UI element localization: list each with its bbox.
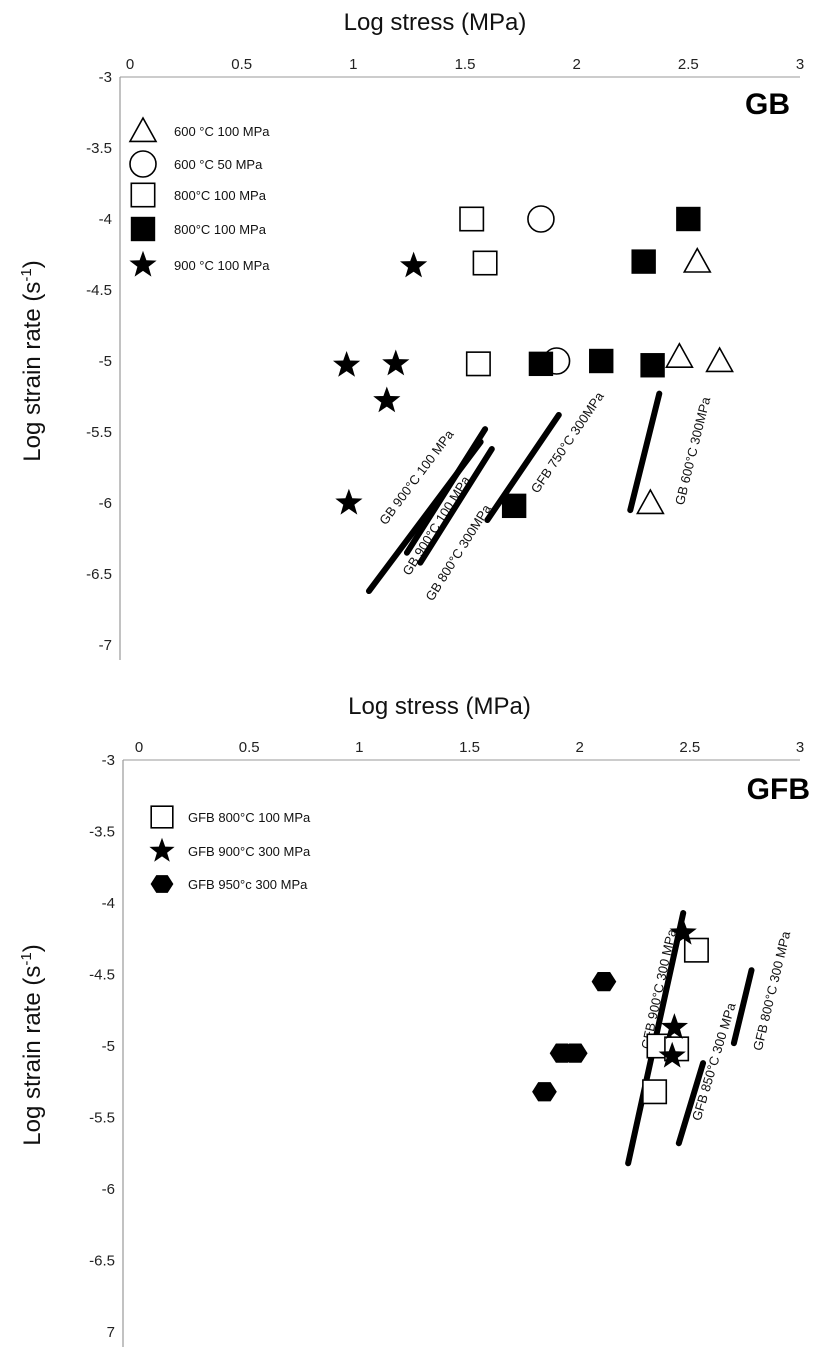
y-tick-label: -5 xyxy=(102,1038,115,1055)
data-point-square-filled xyxy=(501,493,527,519)
y-tick-label: -3.5 xyxy=(86,140,112,157)
y-tick-label: -6 xyxy=(102,1181,115,1198)
data-point-square-filled xyxy=(589,348,614,374)
legend-marker-triangle-open xyxy=(128,116,158,143)
data-point-star-filled xyxy=(382,349,410,376)
y-tick-label: -6.5 xyxy=(89,1253,115,1270)
x-axis-title: Log stress (MPa) xyxy=(344,9,527,36)
data-point-hexagon-filled xyxy=(532,1082,557,1102)
legend-label: 800°C 100 MPa xyxy=(174,222,267,237)
y-tick-label: 7 xyxy=(107,1324,115,1341)
data-point-star-filled xyxy=(373,386,401,413)
legend-label: 600 °C 100 MPa xyxy=(174,124,270,139)
data-point-square-open xyxy=(472,250,498,276)
y-tick-label: -5.5 xyxy=(86,424,112,441)
legend-marker-square-open xyxy=(130,182,156,208)
legend-marker-hexagon-filled xyxy=(150,875,174,893)
data-point-triangle-open xyxy=(665,342,694,368)
legend-marker-star-filled xyxy=(149,837,175,862)
legend-marker-square-filled xyxy=(130,216,156,242)
legend-label: 800°C 100 MPa xyxy=(174,188,267,203)
legend: GFB 800°C 100 MPa GFB 900°C 300 MPa GFB 95… xyxy=(149,805,311,893)
x-tick-label: 1.5 xyxy=(459,739,480,756)
legend-marker-square-open xyxy=(150,805,174,829)
y-tick-label: -6 xyxy=(99,495,112,512)
x-axis-title: Log stress (MPa) xyxy=(348,693,531,720)
fit-line xyxy=(403,426,489,556)
data-point-star-filled xyxy=(658,1041,686,1068)
legend-label: 600 °C 50 MPa xyxy=(174,157,263,172)
x-tick-label: 1 xyxy=(349,56,357,73)
fit-line xyxy=(484,411,562,524)
chart-panel-gfb: 0 0.5 1 1.5 2 2.5 3 -3 -3.5 -4 -4.5 -5 -5.5 -6 -6.5 7 Lo… xyxy=(18,693,810,1347)
data-point-star-filled xyxy=(400,251,428,278)
x-tick-label: 2 xyxy=(572,56,580,73)
panel-title: GB xyxy=(745,88,790,121)
data-point-square-filled xyxy=(528,351,554,377)
data-point-square-filled xyxy=(640,353,665,378)
fit-line xyxy=(675,1060,707,1147)
legend-marker-star-filled xyxy=(129,250,157,277)
fit-line-label: GFB 800°C 300 MPa xyxy=(750,929,794,1052)
x-tick-label: 1.5 xyxy=(455,56,476,73)
legend: 600 °C 100 MPa 600 °C 50 MPa 800°C 100 MPa… xyxy=(128,116,270,277)
data-point-star-filled xyxy=(335,488,363,515)
data-point-star-filled xyxy=(333,351,361,377)
y-tick-label: -3 xyxy=(102,752,115,769)
fit-line-label: GB 600°C 300MPa xyxy=(672,395,714,507)
data-point-star-filled xyxy=(660,1013,688,1039)
y-tick-label: -3 xyxy=(99,69,112,86)
y-tick-label: -7 xyxy=(99,637,112,654)
y-axis-title: Log strain rate (s-1) xyxy=(18,260,46,461)
fit-line xyxy=(730,967,755,1047)
data-point-circle-open xyxy=(527,205,555,233)
legend-marker-circle-open xyxy=(129,150,157,178)
x-tick-label: 2.5 xyxy=(678,56,699,73)
y-tick-label: -6.5 xyxy=(86,566,112,583)
y-tick-label: -4 xyxy=(99,211,112,228)
x-tick-label: 0.5 xyxy=(231,56,252,73)
legend-label: GFB 900°C 300 MPa xyxy=(188,844,311,859)
x-tick-label: 2 xyxy=(575,739,583,756)
data-point-square-open xyxy=(683,937,709,963)
fit-line xyxy=(417,446,495,566)
x-tick-label: 0 xyxy=(126,56,134,73)
legend-label: GFB 950°c 300 MPa xyxy=(188,877,308,892)
x-tick-label: 3 xyxy=(796,739,804,756)
data-point-square-open xyxy=(465,351,491,377)
y-tick-label: -3.5 xyxy=(89,824,115,841)
x-tick-label: 3 xyxy=(796,56,804,73)
panel-title: GFB xyxy=(747,773,810,806)
y-tick-label: -5 xyxy=(99,353,112,370)
data-point-square-filled xyxy=(676,206,701,232)
x-tick-label: 1 xyxy=(355,739,363,756)
data-point-square-open xyxy=(459,206,485,232)
data-point-square-filled xyxy=(631,249,656,274)
fit-line xyxy=(627,390,663,514)
data-point-hexagon-filled xyxy=(591,972,617,992)
data-point-hexagon-filled xyxy=(562,1043,588,1063)
y-axis-title: Log strain rate (s-1) xyxy=(18,944,46,1145)
x-tick-label: 0 xyxy=(135,739,143,756)
data-point-triangle-open xyxy=(705,346,734,373)
data-point-triangle-open xyxy=(636,488,665,515)
data-point-triangle-open xyxy=(682,246,712,273)
data-point-square-open xyxy=(642,1079,668,1105)
x-tick-label: 0.5 xyxy=(239,739,260,756)
legend-label: 900 °C 100 MPa xyxy=(174,258,270,273)
legend-label: GFB 800°C 100 MPa xyxy=(188,810,311,825)
chart-panel-gb: 0 0.5 1 1.5 2 2.5 3 -3 -3.5 -4 -4.5 -5 -5.5 -6 -6.5 -7 L… xyxy=(18,9,804,660)
fit-line-label: GFB 850°C 300 MPa xyxy=(689,1000,739,1122)
data-point-star-filled xyxy=(669,918,697,945)
y-tick-label: -4.5 xyxy=(89,967,115,984)
y-tick-label: -4 xyxy=(102,895,115,912)
y-tick-label: -4.5 xyxy=(86,282,112,299)
y-tick-label: -5.5 xyxy=(89,1110,115,1127)
x-tick-label: 2.5 xyxy=(679,739,700,756)
